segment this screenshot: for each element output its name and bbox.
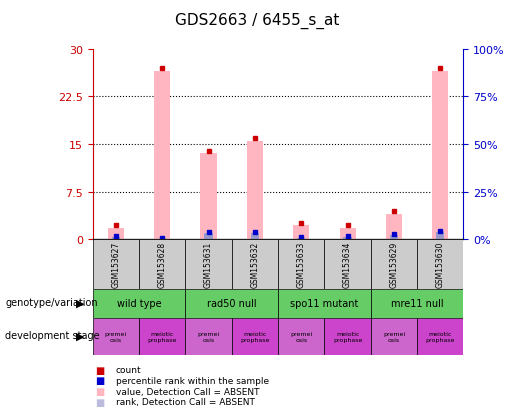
Text: value, Detection Call = ABSENT: value, Detection Call = ABSENT (116, 387, 260, 396)
Bar (112, 237, 120, 240)
Text: GSM153632: GSM153632 (250, 241, 260, 287)
Text: premei
osis: premei osis (105, 331, 127, 342)
Text: percentile rank within the sample: percentile rank within the sample (116, 376, 269, 385)
Text: ▶: ▶ (76, 298, 84, 308)
Bar (390, 235, 398, 240)
Bar (200, 154, 217, 240)
FancyBboxPatch shape (139, 318, 185, 355)
Bar (436, 232, 444, 240)
Text: GDS2663 / 6455_s_at: GDS2663 / 6455_s_at (175, 12, 340, 28)
FancyBboxPatch shape (139, 240, 185, 289)
Text: ■: ■ (95, 365, 105, 375)
Bar (386, 214, 402, 240)
FancyBboxPatch shape (185, 318, 232, 355)
FancyBboxPatch shape (324, 318, 371, 355)
Bar (251, 234, 259, 240)
Bar (204, 234, 213, 240)
Text: ▶: ▶ (76, 330, 84, 340)
FancyBboxPatch shape (232, 240, 278, 289)
Text: premei
osis: premei osis (383, 331, 405, 342)
FancyBboxPatch shape (371, 289, 464, 318)
FancyBboxPatch shape (417, 318, 464, 355)
Bar (344, 237, 352, 240)
Text: GSM153630: GSM153630 (436, 241, 445, 287)
Text: count: count (116, 365, 142, 374)
FancyBboxPatch shape (185, 289, 278, 318)
Text: GSM153633: GSM153633 (297, 241, 306, 287)
FancyBboxPatch shape (417, 240, 464, 289)
Text: ■: ■ (95, 386, 105, 396)
Text: ■: ■ (95, 397, 105, 407)
FancyBboxPatch shape (371, 318, 417, 355)
Text: premei
osis: premei osis (198, 331, 219, 342)
FancyBboxPatch shape (371, 240, 417, 289)
FancyBboxPatch shape (324, 240, 371, 289)
Text: meiotic
prophase: meiotic prophase (333, 331, 363, 342)
FancyBboxPatch shape (278, 289, 371, 318)
Text: wild type: wild type (117, 299, 161, 309)
Text: meiotic
prophase: meiotic prophase (240, 331, 270, 342)
Text: spo11 mutant: spo11 mutant (290, 299, 358, 309)
Text: rank, Detection Call = ABSENT: rank, Detection Call = ABSENT (116, 397, 255, 406)
Text: genotype/variation: genotype/variation (5, 298, 98, 308)
Text: GSM153634: GSM153634 (343, 241, 352, 287)
Text: GSM153631: GSM153631 (204, 241, 213, 287)
Bar (108, 228, 124, 240)
Text: GSM153627: GSM153627 (111, 241, 121, 287)
FancyBboxPatch shape (93, 240, 139, 289)
Text: premei
osis: premei osis (290, 331, 312, 342)
Text: GSM153629: GSM153629 (389, 241, 399, 287)
Bar (247, 141, 263, 240)
Text: development stage: development stage (5, 330, 100, 340)
FancyBboxPatch shape (278, 318, 324, 355)
Text: ■: ■ (95, 375, 105, 385)
Bar (297, 238, 305, 240)
FancyBboxPatch shape (93, 318, 139, 355)
FancyBboxPatch shape (232, 318, 278, 355)
Bar (432, 72, 449, 240)
Text: meiotic
prophase: meiotic prophase (425, 331, 455, 342)
Text: mre11 null: mre11 null (391, 299, 443, 309)
FancyBboxPatch shape (93, 289, 185, 318)
FancyBboxPatch shape (185, 240, 232, 289)
Text: rad50 null: rad50 null (207, 299, 256, 309)
Text: meiotic
prophase: meiotic prophase (147, 331, 177, 342)
Text: GSM153628: GSM153628 (158, 241, 167, 287)
Bar (154, 72, 170, 240)
FancyBboxPatch shape (278, 240, 324, 289)
Bar (293, 225, 310, 240)
Bar (339, 228, 356, 240)
